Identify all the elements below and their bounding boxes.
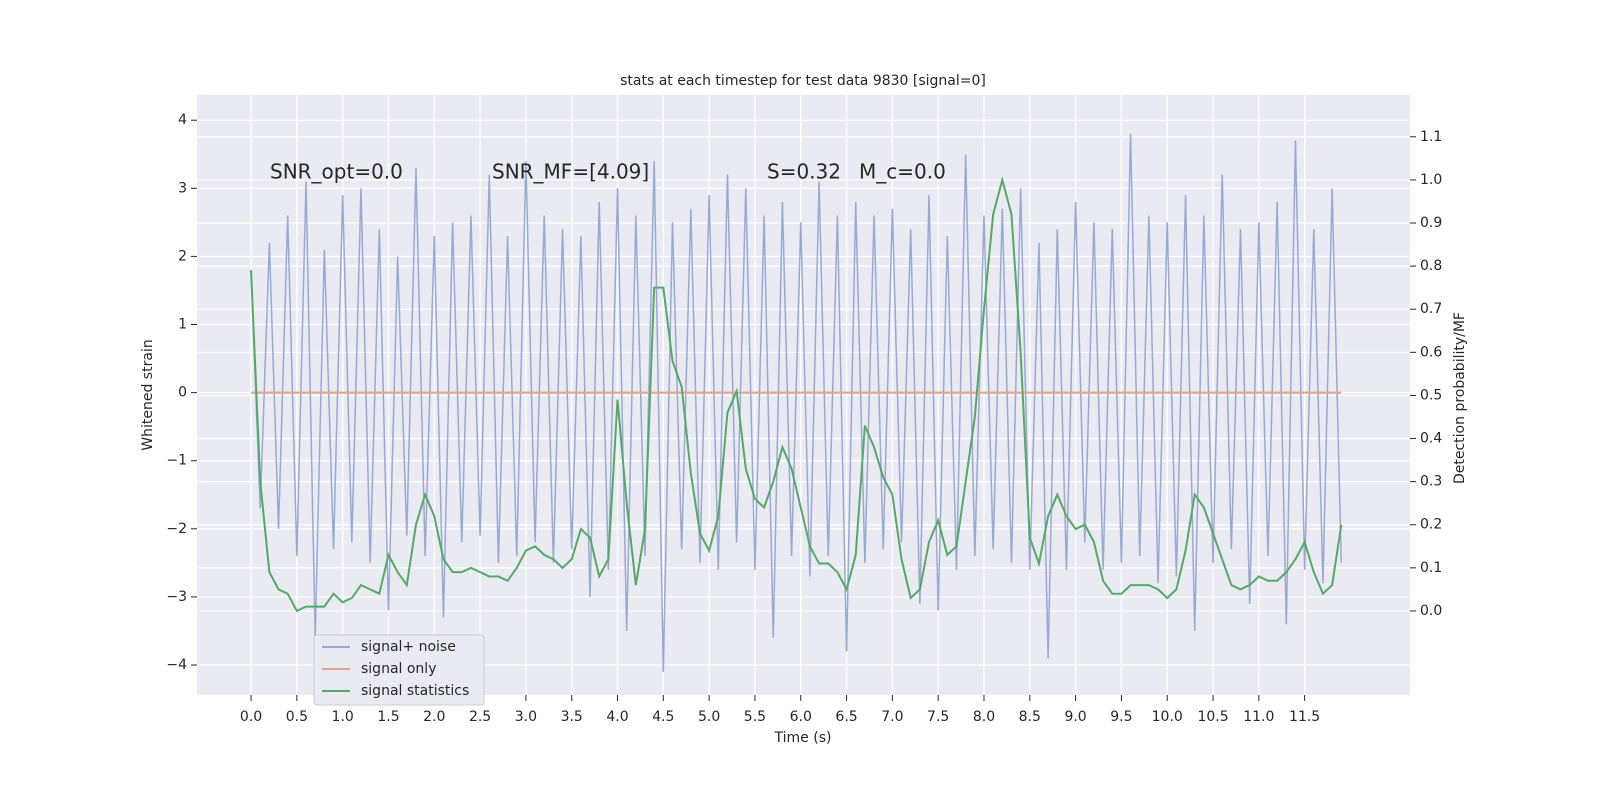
y-axis-label: Whitened strain [140,339,156,450]
x-tick-label: 8.5 [1019,709,1041,725]
x-tick-label: 4.5 [652,709,674,725]
x-tick-label: 9.0 [1064,709,1086,725]
x-tick-label: 11.5 [1289,709,1320,725]
y2-tick-label: 0.0 [1420,603,1442,619]
x-tick-label: 5.0 [698,709,720,725]
y2-axis-label: Detection probability/MF [1452,312,1468,484]
legend-label: signal only [361,661,436,677]
x-tick-label: 0.0 [240,709,262,725]
x-tick-label: 0.5 [286,709,308,725]
y2-tick-label: 1.0 [1420,172,1442,188]
y-tick-label: −1 [166,453,187,469]
series-line [250,133,1343,672]
y2-tick-label: 0.1 [1420,560,1442,576]
y-tick-label: 4 [178,112,187,128]
y2-tick-label: 0.9 [1420,215,1442,231]
y2-tick-label: 0.2 [1420,517,1442,533]
legend-box [313,634,485,706]
y-tick-label: −2 [166,521,187,537]
x-tick-label: 5.5 [744,709,766,725]
y-tick-label: 3 [178,180,187,196]
y-tick-label: 0 [178,385,187,401]
x-tick-label: 10.5 [1197,709,1228,725]
y2-tick-label: 0.4 [1420,431,1442,447]
annotation: SNR_opt=0.0 [270,160,403,184]
annotation: S=0.32 [767,160,841,184]
x-tick-label: 1.5 [377,709,399,725]
legend: signal+ noise signal only signal statistic… [313,634,485,706]
x-tick-label: 6.5 [835,709,857,725]
x-tick-label: 7.5 [927,709,949,725]
y-tick-label: 2 [178,248,187,264]
y-tick-label: −4 [166,657,187,673]
y2-tick-label: 0.6 [1420,344,1442,360]
y-tick-label: 1 [178,317,187,333]
y2-tick-label: 1.1 [1420,129,1442,145]
y2-tick-label: 0.7 [1420,301,1442,317]
annotation: M_c=0.0 [859,160,946,184]
y2-tick-label: 0.3 [1420,474,1442,490]
x-tick-label: 1.0 [332,709,354,725]
x-tick-label: 7.0 [881,709,903,725]
legend-label: signal+ noise [361,639,456,655]
x-tick-label: 3.0 [515,709,537,725]
x-tick-label: 2.0 [423,709,445,725]
x-tick-label: 10.0 [1152,709,1183,725]
x-tick-label: 2.5 [469,709,491,725]
x-tick-label: 6.0 [790,709,812,725]
x-tick-label: 4.0 [606,709,628,725]
y2-tick-label: 0.5 [1420,387,1442,403]
series-line [250,176,1343,613]
chart-title: stats at each timestep for test data 983… [620,73,986,89]
x-tick-label: 3.5 [561,709,583,725]
x-tick-label: 9.5 [1110,709,1132,725]
x-tick-label: 8.0 [973,709,995,725]
x-axis-label: Time (s) [774,730,832,746]
legend-label: signal statistics [361,683,469,699]
annotation: SNR_MF=[4.09] [492,160,649,184]
y-tick-label: −3 [166,589,187,605]
x-tick-label: 11.0 [1243,709,1274,725]
y2-tick-label: 0.8 [1420,258,1442,274]
